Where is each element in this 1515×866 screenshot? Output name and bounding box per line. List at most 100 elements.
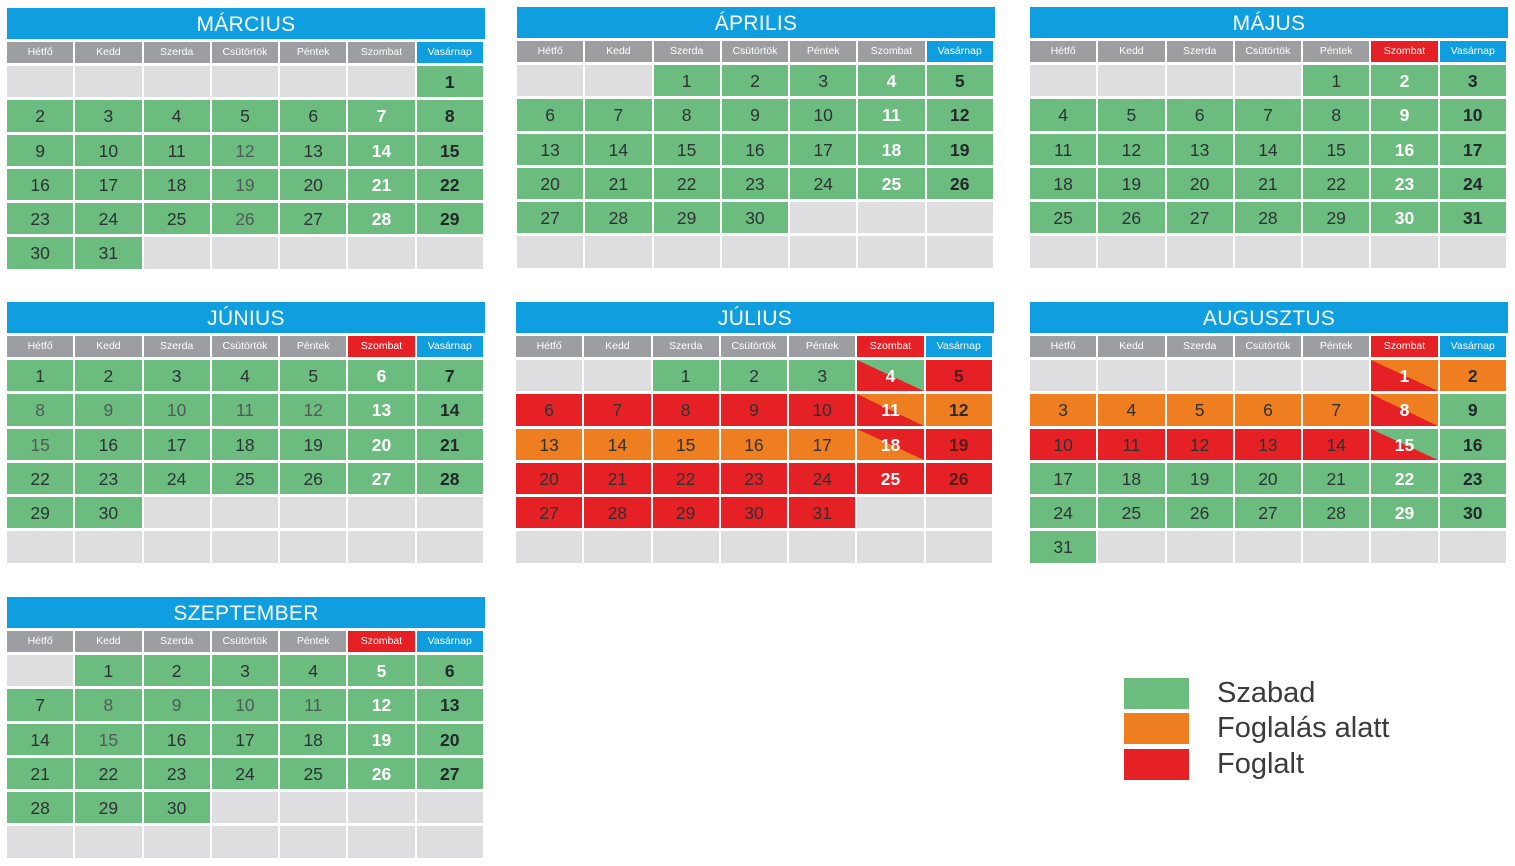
day-cell[interactable]: 25 [858,167,925,200]
day-cell[interactable]: 31 [789,497,856,529]
day-cell[interactable]: 20 [416,723,483,755]
day-cell[interactable]: 1 [652,360,719,392]
day-cell[interactable]: 23 [143,757,210,790]
day-cell[interactable]: 25 [857,462,924,495]
day-cell[interactable]: 4 [1098,394,1165,426]
day-cell[interactable]: 27 [517,202,584,234]
day-cell[interactable]: 2 [721,65,789,97]
day-cell[interactable]: 18 [858,133,925,165]
day-cell[interactable]: 26 [348,757,415,790]
day-cell[interactable]: 14 [7,723,74,755]
day-cell[interactable]: 20 [516,462,583,495]
day-cell[interactable]: 17 [1030,462,1097,495]
day-cell[interactable]: 7 [1234,99,1302,131]
day-cell[interactable]: 19 [280,428,347,460]
day-cell[interactable]: 22 [7,462,74,495]
day-cell[interactable]: 27 [516,497,583,529]
day-cell[interactable]: 20 [517,167,584,200]
day-cell[interactable]: 4 [858,65,925,97]
day-cell[interactable]: 13 [1166,133,1233,165]
day-cell[interactable]: 30 [143,792,210,824]
day-cell[interactable]: 15 [1303,133,1370,165]
day-cell[interactable]: 17 [1439,133,1506,165]
day-cell[interactable]: 3 [790,65,857,97]
day-cell[interactable]: 21 [7,757,74,790]
day-cell[interactable]: 25 [1030,202,1097,234]
day-cell[interactable]: 29 [1371,497,1438,529]
day-cell[interactable]: 11 [143,134,210,166]
day-cell[interactable]: 30 [1439,497,1506,529]
day-cell[interactable]: 5 [1166,394,1233,426]
day-cell[interactable]: 10 [1030,428,1097,460]
day-cell[interactable]: 17 [789,428,856,460]
day-cell[interactable]: 20 [1166,167,1233,200]
day-cell[interactable]: 26 [926,167,993,200]
day-cell[interactable]: 12 [211,134,279,166]
day-cell[interactable]: 4 [1030,99,1097,131]
day-cell[interactable]: 29 [1303,202,1370,234]
day-cell[interactable]: 9 [721,99,789,131]
day-cell[interactable]: 2 [1439,360,1506,392]
day-cell[interactable]: 22 [416,168,483,201]
day-cell[interactable]: 15 [7,428,74,460]
day-cell[interactable]: 26 [280,462,347,495]
day-cell[interactable]: 12 [926,99,993,131]
day-cell[interactable]: 22 [653,167,720,200]
day-cell[interactable]: 24 [1439,167,1506,200]
day-cell[interactable]: 29 [7,497,74,529]
day-cell[interactable]: 6 [416,655,483,687]
day-cell[interactable]: 20 [1234,462,1302,495]
day-cell[interactable]: 9 [720,394,788,426]
day-cell[interactable]: 7 [584,394,651,426]
day-cell[interactable]: 27 [1166,202,1233,234]
day-cell[interactable]: 2 [7,100,74,132]
day-cell[interactable]: 13 [280,134,347,166]
day-cell[interactable]: 29 [652,497,719,529]
day-cell[interactable]: 14 [1303,428,1370,460]
day-cell[interactable]: 21 [585,167,652,200]
day-cell[interactable]: 22 [1303,167,1370,200]
day-cell[interactable]: 22 [1371,462,1438,495]
day-cell[interactable]: 4 [211,360,279,392]
day-cell[interactable]: 6 [348,360,415,392]
day-cell[interactable]: 17 [211,723,279,755]
day-cell[interactable]: 8 [75,689,142,721]
day-cell[interactable]: 26 [925,462,992,495]
day-cell[interactable]: 21 [584,462,651,495]
day-cell[interactable]: 11 [1030,133,1097,165]
day-cell[interactable]: 13 [517,133,584,165]
day-cell[interactable]: 6 [516,394,583,426]
day-cell[interactable]: 10 [143,394,210,426]
day-cell[interactable]: 31 [75,237,142,269]
day-cell[interactable]: 24 [789,462,856,495]
day-cell[interactable]: 27 [1234,497,1302,529]
day-cell[interactable]: 23 [721,167,789,200]
day-cell[interactable]: 13 [1234,428,1302,460]
day-cell[interactable]: 16 [143,723,210,755]
day-cell[interactable]: 23 [1439,462,1506,495]
day-cell[interactable]: 25 [1098,497,1165,529]
day-cell[interactable]: 24 [790,167,857,200]
day-cell[interactable]: 10 [211,689,279,721]
day-cell[interactable]: 16 [7,168,74,201]
day-cell[interactable]: 25 [211,462,279,495]
day-cell[interactable]: 4 [857,360,924,392]
day-cell[interactable]: 9 [1371,99,1438,131]
day-cell[interactable]: 24 [1030,497,1097,529]
day-cell[interactable]: 2 [720,360,788,392]
day-cell[interactable]: 28 [584,497,651,529]
day-cell[interactable]: 14 [585,133,652,165]
day-cell[interactable]: 16 [1439,428,1506,460]
day-cell[interactable]: 13 [416,689,483,721]
day-cell[interactable]: 30 [721,202,789,234]
day-cell[interactable]: 20 [348,428,415,460]
day-cell[interactable]: 8 [653,99,720,131]
day-cell[interactable]: 5 [1098,99,1165,131]
day-cell[interactable]: 10 [1439,99,1506,131]
day-cell[interactable]: 8 [652,394,719,426]
day-cell[interactable]: 1 [1371,360,1438,392]
day-cell[interactable]: 15 [652,428,719,460]
day-cell[interactable]: 3 [1439,65,1506,97]
day-cell[interactable]: 27 [348,462,415,495]
day-cell[interactable]: 18 [211,428,279,460]
